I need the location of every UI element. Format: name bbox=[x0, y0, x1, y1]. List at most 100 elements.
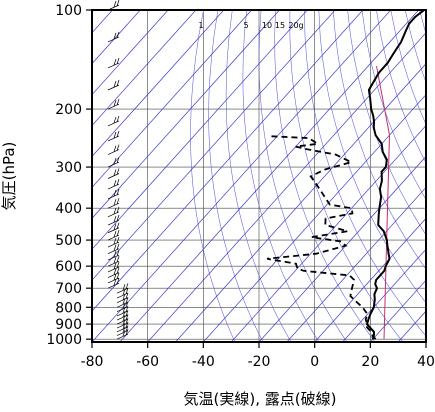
wind-barbs bbox=[107, 0, 129, 340]
wind-barb-flag bbox=[113, 215, 117, 223]
wind-barb-flag bbox=[125, 309, 129, 317]
isotherm-line bbox=[286, 186, 426, 342]
wind-barb-flag bbox=[125, 317, 129, 325]
wind-barb-flag bbox=[116, 188, 120, 196]
wind-barb-flag bbox=[122, 306, 126, 314]
wind-barb-flag bbox=[113, 179, 117, 187]
isotherm-line bbox=[119, 10, 419, 342]
isotherm-line bbox=[370, 279, 426, 342]
isotherms bbox=[92, 10, 426, 342]
y-tick-label: 200 bbox=[55, 102, 82, 118]
wind-barb-flag bbox=[125, 283, 129, 290]
wind-barb-flag bbox=[116, 144, 120, 151]
dry-adiabat-line bbox=[376, 10, 426, 164]
isotherm-line bbox=[92, 10, 364, 312]
isotherm-line bbox=[92, 10, 197, 127]
wind-barb-flag bbox=[116, 79, 120, 87]
mixing-ratio-label: 20g bbox=[288, 21, 303, 30]
wind-barb-flag bbox=[113, 80, 117, 88]
dry-adiabat-line bbox=[318, 10, 426, 304]
wind-barb-flag bbox=[116, 249, 120, 257]
wind-barb-flag bbox=[122, 314, 126, 322]
wind-barb-flag bbox=[116, 243, 120, 250]
series-lines bbox=[266, 10, 425, 340]
wind-barb-flag bbox=[113, 273, 117, 281]
wind-barb-flag bbox=[122, 326, 126, 333]
isotherm-line bbox=[147, 32, 426, 342]
wind-barb-flag bbox=[125, 325, 129, 332]
wind-barb-flag bbox=[113, 99, 117, 107]
wind-barb-flag bbox=[125, 313, 129, 321]
wind-barb-flag bbox=[113, 32, 117, 40]
wind-barb-flag bbox=[116, 267, 120, 274]
y-axis-label: 気圧(hPa) bbox=[0, 142, 18, 211]
wind-barb-flag bbox=[113, 58, 117, 66]
mixing-ratio-labels: 1 5 10 15 20g bbox=[198, 21, 303, 30]
dry-adiabat-line bbox=[190, 10, 236, 342]
dry-adiabats bbox=[190, 10, 426, 342]
mixing-ratio-label: 10 bbox=[262, 21, 272, 30]
wind-barb-flag bbox=[113, 223, 117, 230]
mixing-ratio-label: 5 bbox=[243, 21, 248, 30]
wind-barb-flag bbox=[125, 305, 129, 313]
wind-barb-flag bbox=[113, 131, 117, 139]
wind-barb-flag bbox=[116, 57, 120, 65]
wind-barb-flag bbox=[116, 31, 120, 39]
dewpoint-line bbox=[266, 135, 377, 340]
y-tick-label: 600 bbox=[55, 259, 82, 275]
wind-barb-flag bbox=[116, 168, 120, 175]
dry-adiabat-line bbox=[361, 10, 426, 200]
wind-barb-flag bbox=[116, 222, 120, 229]
x-axis-label: 気温(実線), 露点(破線) bbox=[184, 390, 337, 408]
dry-adiabat-line bbox=[242, 10, 320, 342]
isotherm-line bbox=[314, 217, 426, 342]
reference-line bbox=[376, 65, 390, 340]
isotherm-line bbox=[342, 248, 426, 342]
x-tick-label: 20 bbox=[361, 354, 379, 370]
wind-barb-flag bbox=[113, 207, 117, 214]
gridlines bbox=[91, 9, 427, 342]
wind-barb-flag bbox=[122, 298, 126, 305]
temperature-line bbox=[365, 10, 425, 340]
wind-barb-flag bbox=[116, 0, 120, 7]
isotherm-line bbox=[92, 10, 252, 188]
wind-barb-flag bbox=[113, 169, 117, 176]
isotherm-line bbox=[92, 10, 225, 157]
wind-barb-flag bbox=[113, 230, 117, 238]
wind-barb-flag bbox=[116, 206, 120, 213]
isotherm-line bbox=[92, 10, 336, 281]
wind-barb-flag bbox=[116, 229, 120, 237]
dry-adiabat-line bbox=[419, 10, 426, 36]
wind-barb-flag bbox=[122, 310, 126, 318]
wind-barb-flag bbox=[113, 145, 117, 152]
wind-barb-flag bbox=[116, 214, 120, 222]
dry-adiabat-line bbox=[258, 10, 348, 342]
wind-barb-flag bbox=[125, 297, 129, 304]
wind-barb-flag bbox=[125, 329, 129, 336]
dry-adiabat-line bbox=[289, 10, 404, 342]
isotherm-line bbox=[397, 310, 426, 342]
isotherm-line bbox=[175, 63, 426, 342]
x-tick-label: -20 bbox=[248, 354, 271, 370]
wind-barb-flag bbox=[116, 256, 120, 263]
wind-barb-flag bbox=[113, 0, 117, 8]
y-tick-label: 500 bbox=[55, 233, 82, 249]
wind-barb-flag bbox=[113, 279, 117, 286]
wind-barb-flag bbox=[122, 288, 126, 296]
wind-barb-flag bbox=[116, 130, 120, 138]
mixing-ratio-label: 1 bbox=[198, 21, 203, 30]
isotherm-line bbox=[425, 341, 426, 342]
dry-adiabat-line bbox=[347, 10, 426, 236]
isotherm-line bbox=[230, 124, 426, 342]
y-tick-label: 1000 bbox=[46, 332, 82, 348]
wind-barb-flag bbox=[125, 287, 129, 295]
wind-barb-flag bbox=[113, 250, 117, 258]
isotherm-line bbox=[258, 155, 426, 342]
wind-barb-flag bbox=[116, 115, 120, 123]
x-ticks: -80 -60 -40 -20 0 20 40 bbox=[81, 342, 435, 370]
isotherm-line bbox=[92, 10, 308, 250]
wind-barb-flag bbox=[116, 278, 120, 285]
isotherm-line bbox=[92, 10, 169, 96]
dry-adiabat-line bbox=[404, 10, 426, 83]
